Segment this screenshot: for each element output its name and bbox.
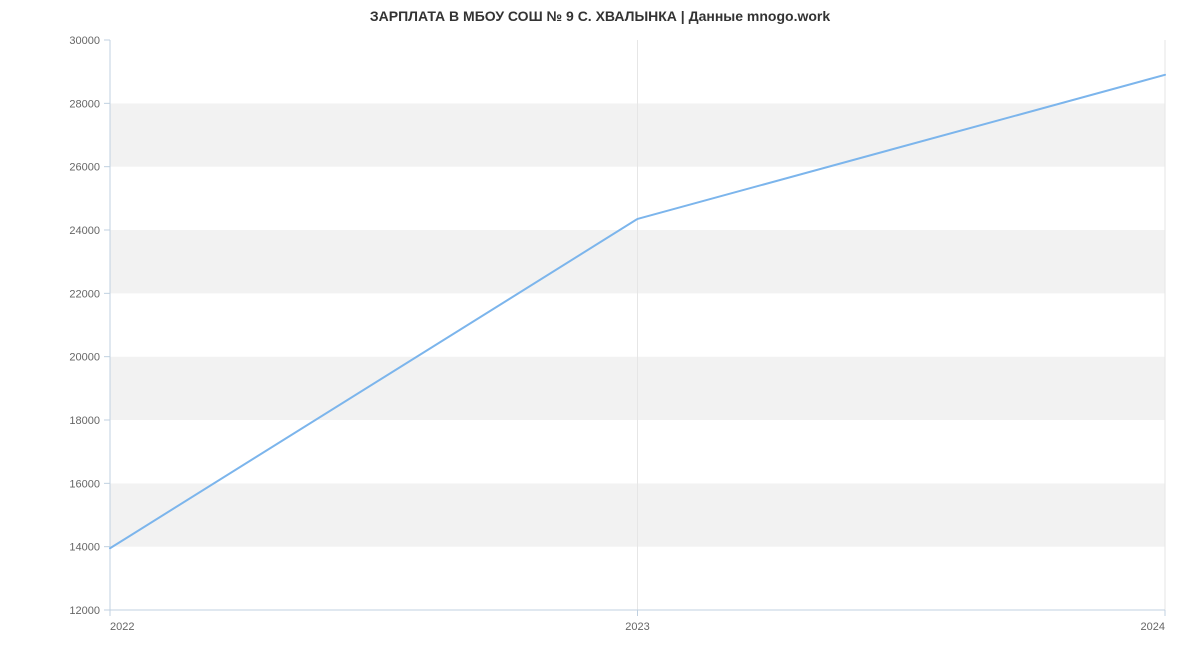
y-tick-label: 28000 <box>69 98 100 110</box>
y-tick-label: 26000 <box>69 162 100 174</box>
y-tick-label: 16000 <box>69 478 100 490</box>
y-tick-label: 18000 <box>69 415 100 427</box>
y-tick-label: 14000 <box>69 542 100 554</box>
y-tick-label: 24000 <box>69 225 100 237</box>
x-tick-label: 2024 <box>1141 621 1165 633</box>
x-tick-label: 2022 <box>110 621 134 633</box>
salary-line-chart: ЗАРПЛАТА В МБОУ СОШ № 9 С. ХВАЛЫНКА | Да… <box>0 0 1200 650</box>
y-tick-label: 20000 <box>69 352 100 364</box>
y-tick-label: 22000 <box>69 288 100 300</box>
x-tick-label: 2023 <box>625 621 649 633</box>
chart-plot-area: 12000 14000 16000 18000 20000 22000 24000 26000… <box>0 0 1200 650</box>
chart-title: ЗАРПЛАТА В МБОУ СОШ № 9 С. ХВАЛЫНКА | Да… <box>0 8 1200 24</box>
y-tick-label: 30000 <box>69 35 100 47</box>
y-tick-label: 12000 <box>69 605 100 617</box>
